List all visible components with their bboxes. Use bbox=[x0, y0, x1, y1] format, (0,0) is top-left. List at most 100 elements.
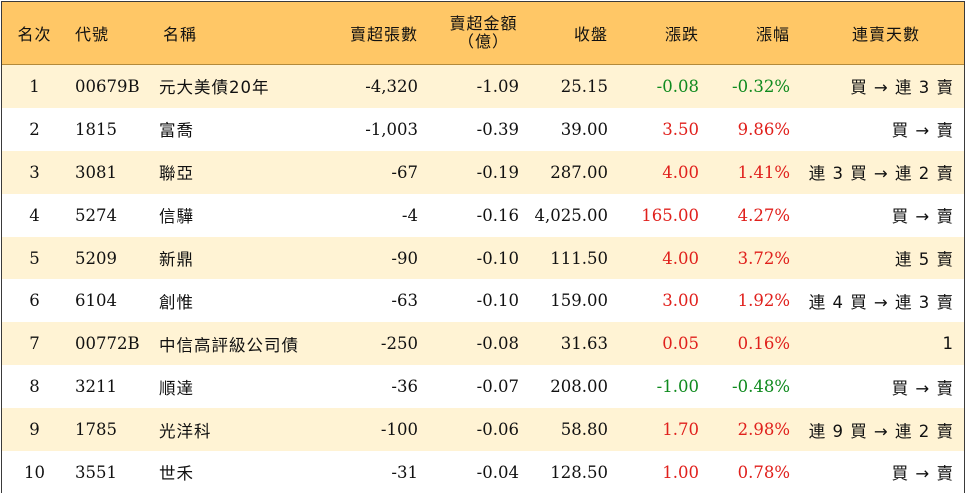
header-rank[interactable]: 名次 bbox=[17, 25, 52, 44]
net-sell-amount-cell: -0.39 bbox=[476, 119, 519, 139]
streak-cell: 買 → 賣 bbox=[891, 207, 954, 227]
change-cell: -0.08 bbox=[656, 76, 699, 96]
streak-cell: 連 3 買 → 連 2 賣 bbox=[808, 164, 954, 184]
net-sell-amount-cell: -1.09 bbox=[476, 76, 519, 96]
streak-cell: 買 → 賣 bbox=[891, 464, 954, 484]
net-sell-amount-cell: -0.10 bbox=[476, 248, 519, 268]
change-pct-cell: 1.41% bbox=[737, 162, 790, 182]
change-pct-cell: 3.72% bbox=[737, 248, 790, 268]
name-cell: 聯亞 bbox=[159, 164, 194, 184]
close-cell: 159.00 bbox=[550, 291, 608, 311]
change-cell: 3.50 bbox=[662, 119, 699, 139]
close-cell: 128.50 bbox=[550, 462, 608, 482]
table-row[interactable]: 7 00772B 中信高評級公司債 -250 -0.08 31.63 0.05 0.16% 1 bbox=[2, 322, 964, 366]
table-body: 1 00679B 元大美債20年 -4,320 -1.09 25.15 -0.08 -0.32… bbox=[2, 65, 964, 494]
name-cell: 創惟 bbox=[159, 292, 194, 312]
streak-cell: 連 4 買 → 連 3 賣 bbox=[808, 292, 954, 312]
streak-cell: 1 bbox=[942, 334, 954, 354]
rank-cell: 2 bbox=[29, 119, 40, 139]
net-sell-amount-cell: -0.19 bbox=[476, 162, 519, 182]
close-cell: 208.00 bbox=[550, 377, 608, 397]
change-cell: -1.00 bbox=[656, 377, 699, 397]
change-pct-cell: 4.27% bbox=[737, 205, 790, 225]
rank-cell: 8 bbox=[29, 377, 40, 397]
header-change-pct[interactable]: 漲幅 bbox=[755, 25, 790, 44]
table-row[interactable]: 10 3551 世禾 -31 -0.04 128.50 1.00 0.78% 買 → 賣 bbox=[2, 451, 964, 494]
change-pct-cell: 1.92% bbox=[737, 291, 790, 311]
table-row[interactable]: 9 1785 光洋科 -100 -0.06 58.80 1.70 2.98% 連 9 買 → 連… bbox=[2, 408, 964, 452]
net-sell-amount-cell: -0.16 bbox=[476, 205, 519, 225]
code-cell: 3211 bbox=[75, 377, 117, 397]
header-code[interactable]: 代號 bbox=[75, 25, 110, 44]
net-sell-lots-cell: -67 bbox=[391, 162, 418, 182]
name-cell: 世禾 bbox=[159, 464, 194, 484]
change-cell: 4.00 bbox=[662, 162, 699, 182]
table-row[interactable]: 5 5209 新鼎 -90 -0.10 111.50 4.00 3.72% 連 5 賣 bbox=[2, 236, 964, 280]
code-cell: 00679B bbox=[75, 76, 140, 96]
rank-cell: 1 bbox=[29, 76, 40, 96]
header-net-sell-lots[interactable]: 賣超張數 bbox=[349, 25, 418, 44]
change-pct-cell: 2.98% bbox=[737, 420, 790, 440]
name-cell: 信驊 bbox=[159, 207, 194, 227]
table-row[interactable]: 1 00679B 元大美債20年 -4,320 -1.09 25.15 -0.08 -0.32… bbox=[2, 65, 964, 108]
table-row[interactable]: 8 3211 順達 -36 -0.07 208.00 -1.00 -0.48% 買 → 賣 bbox=[2, 365, 964, 409]
name-cell: 中信高評級公司債 bbox=[159, 335, 299, 355]
rank-cell: 6 bbox=[29, 291, 40, 311]
table-header: 名次 代號 名稱 賣超張數 賣超金額 （億） 收盤 漲跌 漲幅 連賣天數 bbox=[2, 2, 964, 65]
header-net-sell-amount-unit: （億） bbox=[457, 32, 509, 51]
rank-cell: 3 bbox=[29, 162, 40, 182]
change-pct-cell: 0.16% bbox=[737, 334, 790, 354]
code-cell: 6104 bbox=[75, 291, 117, 311]
header-net-sell-amount-label: 賣超金額 bbox=[449, 14, 518, 33]
net-sell-amount-cell: -0.06 bbox=[476, 420, 519, 440]
streak-cell: 買 → 賣 bbox=[891, 121, 954, 141]
change-cell: 0.05 bbox=[662, 334, 699, 354]
change-cell: 3.00 bbox=[662, 291, 699, 311]
streak-cell: 買 → 連 3 賣 bbox=[850, 78, 954, 98]
header-change[interactable]: 漲跌 bbox=[664, 25, 699, 44]
header-net-sell-amount[interactable]: 賣超金額 （億） bbox=[418, 15, 519, 51]
header-name[interactable]: 名稱 bbox=[163, 25, 198, 44]
net-sell-lots-cell: -90 bbox=[391, 248, 418, 268]
streak-cell: 買 → 賣 bbox=[891, 378, 954, 398]
name-cell: 元大美債20年 bbox=[159, 78, 270, 98]
rank-cell: 10 bbox=[24, 462, 45, 482]
code-cell: 5274 bbox=[75, 205, 117, 225]
net-sell-amount-cell: -0.10 bbox=[476, 291, 519, 311]
net-sell-lots-cell: -63 bbox=[391, 291, 418, 311]
close-cell: 287.00 bbox=[550, 162, 608, 182]
code-cell: 00772B bbox=[75, 334, 140, 354]
close-cell: 58.80 bbox=[560, 420, 608, 440]
code-cell: 1785 bbox=[75, 420, 117, 440]
net-sell-lots-cell: -31 bbox=[391, 462, 418, 482]
net-sell-lots-cell: -4,320 bbox=[365, 76, 418, 96]
change-cell: 165.00 bbox=[641, 205, 699, 225]
net-sell-lots-cell: -4 bbox=[401, 205, 418, 225]
rank-cell: 5 bbox=[29, 248, 40, 268]
change-pct-cell: 9.86% bbox=[737, 119, 790, 139]
code-cell: 5209 bbox=[75, 248, 117, 268]
close-cell: 111.50 bbox=[550, 248, 608, 268]
close-cell: 4,025.00 bbox=[534, 205, 608, 225]
close-cell: 31.63 bbox=[560, 334, 608, 354]
code-cell: 1815 bbox=[75, 119, 117, 139]
streak-cell: 連 5 賣 bbox=[895, 250, 954, 269]
name-cell: 順達 bbox=[159, 378, 194, 398]
table-row[interactable]: 2 1815 富喬 -1,003 -0.39 39.00 3.50 9.86% 買 → 賣 bbox=[2, 107, 964, 151]
header-close[interactable]: 收盤 bbox=[573, 25, 608, 44]
net-sell-amount-cell: -0.07 bbox=[476, 377, 519, 397]
change-cell: 1.70 bbox=[662, 420, 699, 440]
change-cell: 4.00 bbox=[662, 248, 699, 268]
net-sell-amount-cell: -0.08 bbox=[476, 334, 519, 354]
close-cell: 39.00 bbox=[560, 119, 608, 139]
table-row[interactable]: 6 6104 創惟 -63 -0.10 159.00 3.00 1.92% 連 4 買 → 連 … bbox=[2, 279, 964, 323]
table-row[interactable]: 3 3081 聯亞 -67 -0.19 287.00 4.00 1.41% 連 3 買 → 連 … bbox=[2, 150, 964, 194]
change-cell: 1.00 bbox=[662, 462, 699, 482]
rank-cell: 7 bbox=[29, 334, 40, 354]
code-cell: 3551 bbox=[75, 462, 117, 482]
name-cell: 新鼎 bbox=[159, 250, 194, 269]
header-streak[interactable]: 連賣天數 bbox=[851, 25, 920, 44]
code-cell: 3081 bbox=[75, 162, 117, 182]
net-sell-lots-cell: -36 bbox=[391, 377, 418, 397]
table-row[interactable]: 4 5274 信驊 -4 -0.16 4,025.00 165.00 4.27% 買 → 賣 bbox=[2, 193, 964, 237]
